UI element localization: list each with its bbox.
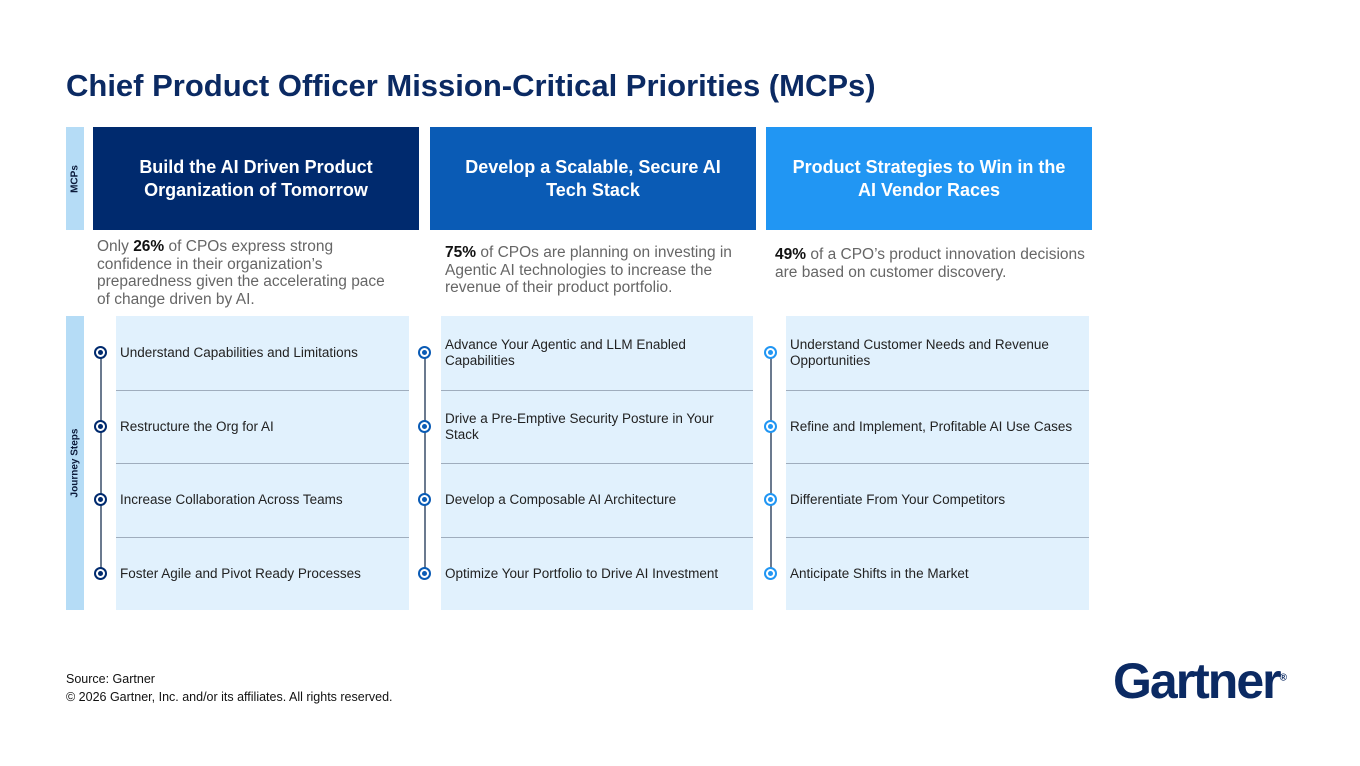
page-title: Chief Product Officer Mission-Critical P… xyxy=(66,68,876,103)
journey-label-strip: Journey Steps xyxy=(66,316,84,610)
mcp-header-3: Product Strategies to Win in the AI Vend… xyxy=(766,127,1092,230)
timeline-dot-icon xyxy=(94,346,107,359)
journey-step: Foster Agile and Pivot Ready Processes xyxy=(116,536,409,611)
timeline-dot-icon xyxy=(418,346,431,359)
journey-step: Increase Collaboration Across Teams xyxy=(116,463,409,537)
mcp-header-2: Develop a Scalable, Secure AI Tech Stack xyxy=(430,127,756,230)
timeline-line xyxy=(770,352,772,574)
journey-steps-2: Advance Your Agentic and LLM Enabled Cap… xyxy=(418,316,753,610)
timeline-line xyxy=(424,352,426,574)
timeline-dot-icon xyxy=(764,346,777,359)
journey-step: Develop a Composable AI Architecture xyxy=(441,463,753,537)
journey-step: Understand Capabilities and Limitations xyxy=(120,344,358,360)
journey-step: Restructure the Org for AI xyxy=(116,389,409,464)
copyright-text: © 2026 Gartner, Inc. and/or its affiliat… xyxy=(66,690,393,704)
mcps-label-strip: MCPs xyxy=(66,127,84,230)
journey-step: Optimize Your Portfolio to Drive AI Inve… xyxy=(441,536,753,611)
journey-step: Understand Customer Needs and Revenue Op… xyxy=(790,336,1049,368)
timeline-dot-icon xyxy=(418,566,431,580)
mcp-stat-3: 49% of a CPO’s product innovation decisi… xyxy=(775,246,1085,281)
timeline-dot-icon xyxy=(94,419,107,433)
journey-step: Drive a Pre-Emptive Security Posture in … xyxy=(441,389,753,464)
timeline-dot-icon xyxy=(94,493,107,506)
journey-step: Refine and Implement, Profitable AI Use … xyxy=(786,389,1089,464)
timeline-dot-icon xyxy=(764,566,777,580)
journey-step: Anticipate Shifts in the Market xyxy=(786,536,1089,611)
journey-steps-label: Journey Steps xyxy=(69,428,81,498)
mcp-stat-2: 75% of CPOs are planning on investing in… xyxy=(445,244,732,296)
timeline-dot-icon xyxy=(418,419,431,433)
timeline-line xyxy=(100,352,102,574)
mcps-label: MCPs xyxy=(69,164,81,193)
timeline-dot-icon xyxy=(764,493,777,506)
timeline-dot-icon xyxy=(418,493,431,506)
gartner-logo: Gartner® xyxy=(1113,653,1287,709)
timeline-dot-icon xyxy=(764,419,777,433)
source-text: Source: Gartner xyxy=(66,672,155,686)
mcp-header-1: Build the AI Driven Product Organization… xyxy=(93,127,419,230)
journey-steps-1: Understand Capabilities and Limitations R… xyxy=(94,316,409,610)
mcp-stat-1: Only 26% of CPOs express strong confiden… xyxy=(97,238,385,308)
timeline-dot-icon xyxy=(94,566,107,580)
journey-steps-3: Understand Customer Needs and Revenue Op… xyxy=(764,316,1089,610)
journey-step: Differentiate From Your Competitors xyxy=(786,463,1089,537)
journey-step: Advance Your Agentic and LLM Enabled Cap… xyxy=(445,336,686,368)
